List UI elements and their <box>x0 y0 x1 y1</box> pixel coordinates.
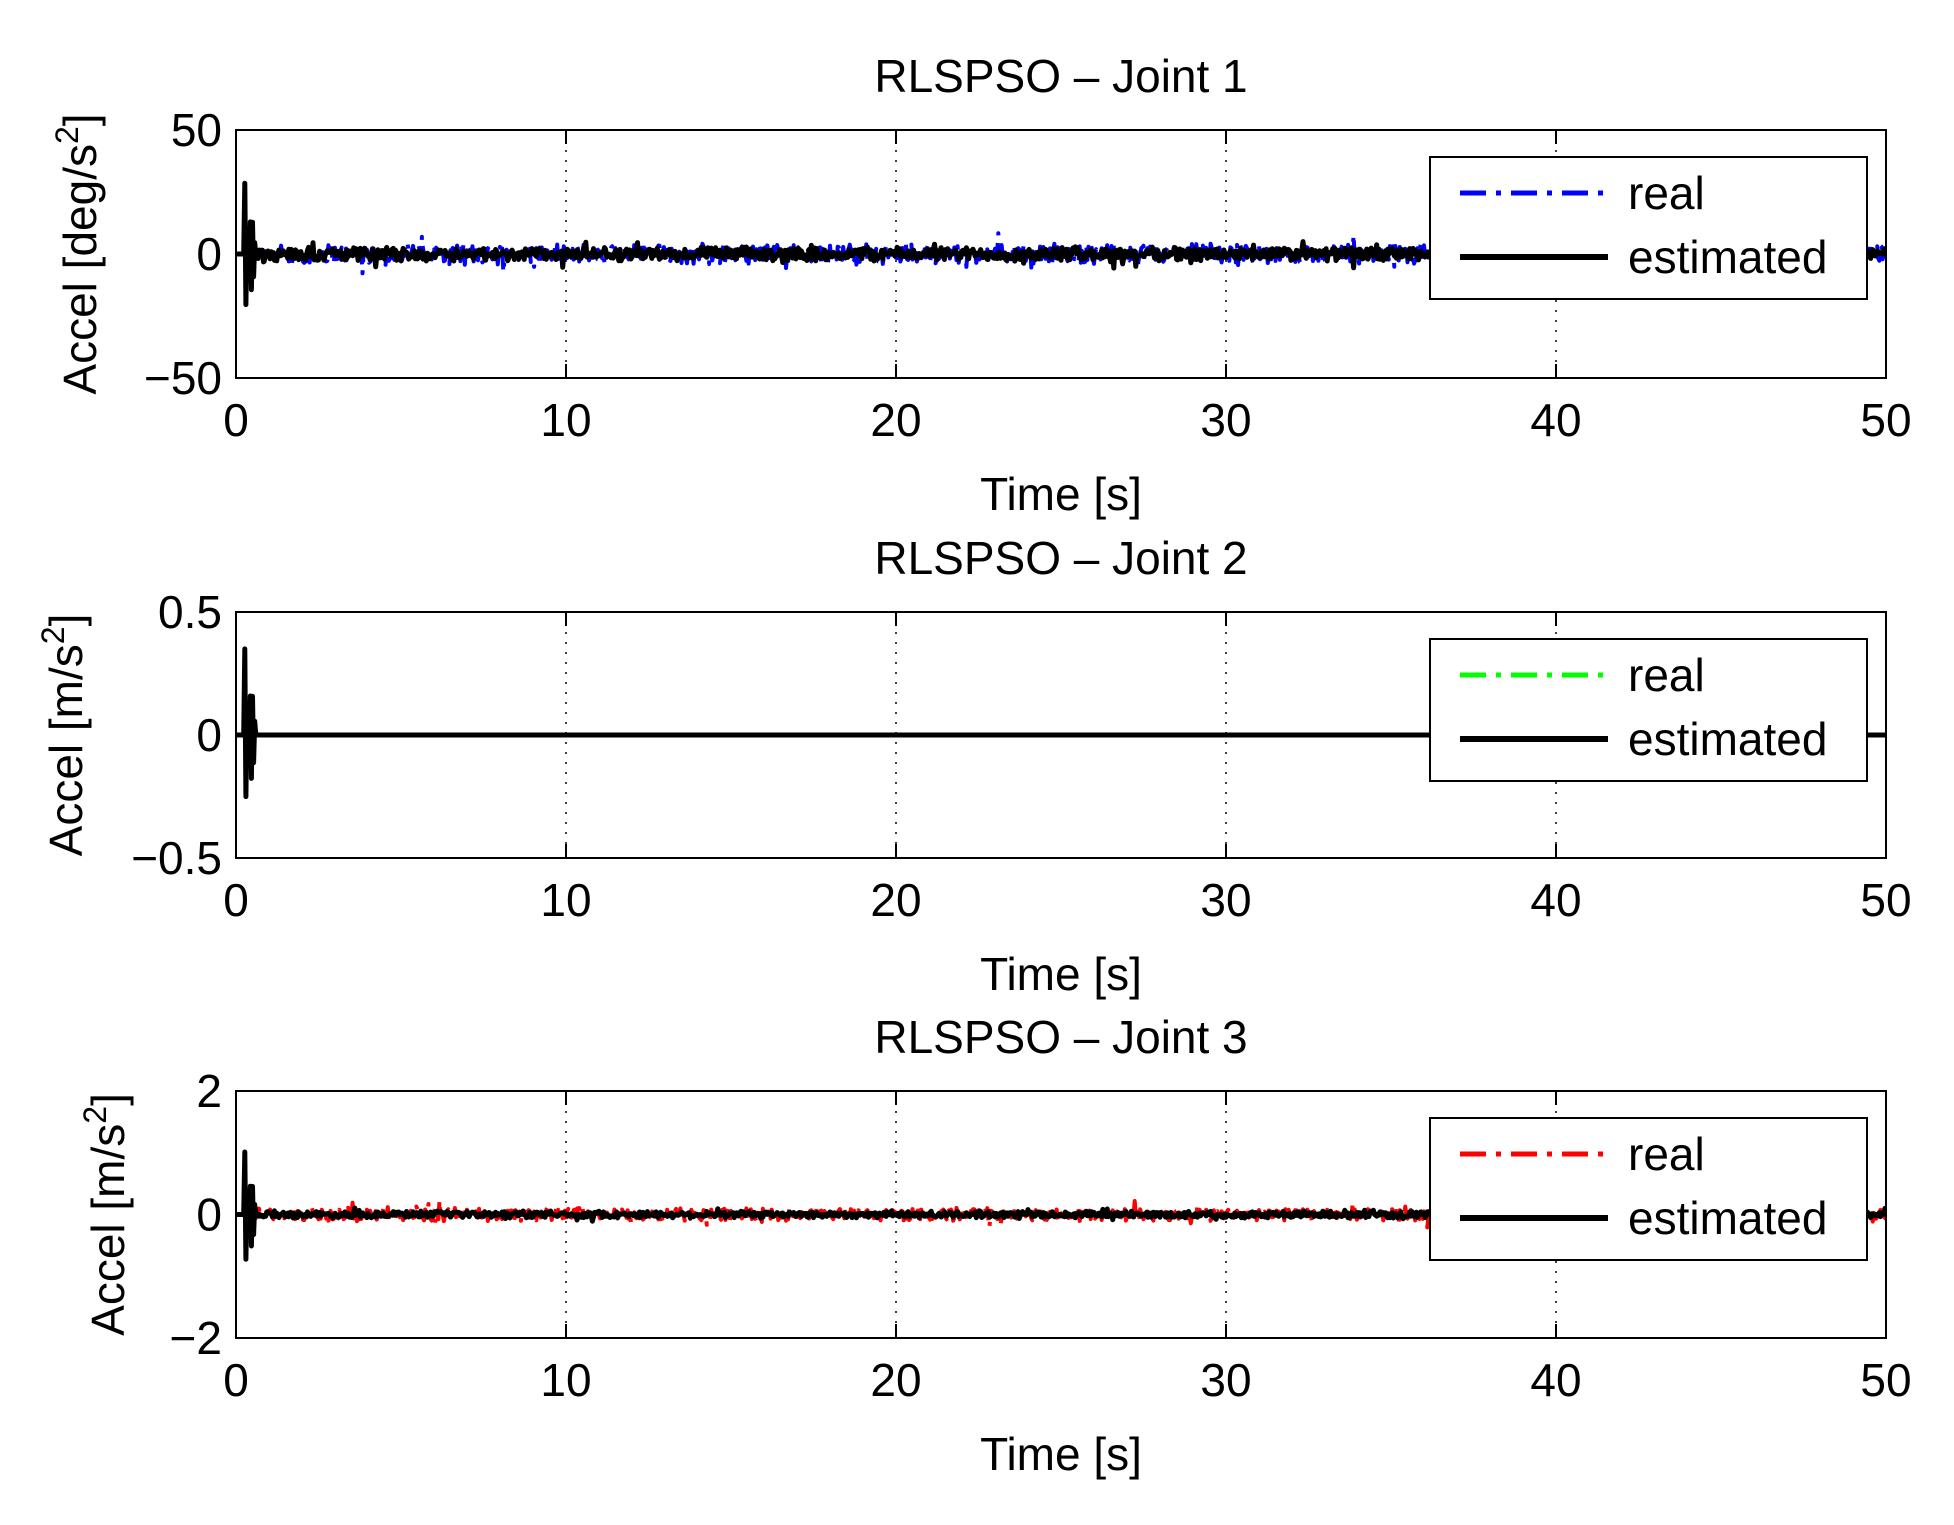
chart-title: RLSPSO – Joint 3 <box>874 1011 1247 1063</box>
legend-label-real: real <box>1628 649 1705 701</box>
legend: real estimated <box>1429 156 1868 300</box>
x-tick-label: 50 <box>1860 1354 1911 1406</box>
y-tick-label: 0 <box>196 1189 222 1241</box>
x-tick-label: 50 <box>1860 394 1911 446</box>
x-tick-label: 20 <box>870 1354 921 1406</box>
y-axis-label-main: Accel [deg/s <box>54 144 106 395</box>
y-axis-label: Accel [m/s2] <box>35 614 92 857</box>
y-tick-label: −50 <box>144 352 222 404</box>
y-axis-label-sup: 2 <box>49 126 85 144</box>
x-tick-label: 0 <box>223 1354 249 1406</box>
y-tick-label: 50 <box>171 104 222 156</box>
x-tick-label: 30 <box>1200 874 1251 926</box>
x-tick-label: 20 <box>870 874 921 926</box>
y-tick-label: 0 <box>196 709 222 761</box>
x-tick-label: 20 <box>870 394 921 446</box>
legend-label-estimated: estimated <box>1628 713 1827 765</box>
y-tick-label: 2 <box>196 1065 222 1117</box>
x-axis-label: Time [s] <box>980 468 1142 520</box>
y-axis-label-end: ] <box>54 113 106 126</box>
legend-label-real: real <box>1628 1128 1705 1180</box>
y-axis-label-sup: 2 <box>35 626 71 644</box>
x-tick-label: 0 <box>223 874 249 926</box>
x-axis-label: Time [s] <box>980 1428 1142 1480</box>
x-tick-label: 30 <box>1200 394 1251 446</box>
legend-label-estimated: estimated <box>1628 1192 1827 1244</box>
x-tick-label: 40 <box>1530 1354 1581 1406</box>
y-tick-label: 0.5 <box>158 586 222 638</box>
y-axis-label-main: Accel [m/s <box>82 1124 134 1336</box>
y-axis-label: Accel [m/s2] <box>77 1093 134 1336</box>
legend-label-real: real <box>1628 167 1705 219</box>
legend-box <box>1429 1117 1868 1261</box>
legend-label-estimated: estimated <box>1628 231 1827 283</box>
legend-box <box>1429 638 1868 782</box>
y-tick-label: −2 <box>170 1312 222 1364</box>
legend-box <box>1429 156 1868 300</box>
x-tick-label: 10 <box>540 1354 591 1406</box>
y-axis-label: Accel [deg/s2] <box>49 113 106 394</box>
x-tick-label: 40 <box>1530 394 1581 446</box>
chart-title: RLSPSO – Joint 2 <box>874 532 1247 584</box>
y-tick-label: −0.5 <box>131 832 222 884</box>
y-axis-label-sup: 2 <box>77 1106 113 1124</box>
x-tick-label: 10 <box>540 394 591 446</box>
chart-title: RLSPSO – Joint 1 <box>874 50 1247 102</box>
y-axis-label-end: ] <box>40 614 92 627</box>
y-tick-label: 0 <box>196 228 222 280</box>
x-tick-label: 0 <box>223 394 249 446</box>
x-axis-label: Time [s] <box>980 948 1142 1000</box>
x-tick-label: 30 <box>1200 1354 1251 1406</box>
legend: real estimated <box>1429 1117 1868 1261</box>
x-tick-label: 40 <box>1530 874 1581 926</box>
y-axis-label-main: Accel [m/s <box>40 644 92 856</box>
x-tick-label: 50 <box>1860 874 1911 926</box>
x-tick-label: 10 <box>540 874 591 926</box>
y-axis-label-end: ] <box>82 1093 134 1106</box>
legend: real estimated <box>1429 638 1868 782</box>
